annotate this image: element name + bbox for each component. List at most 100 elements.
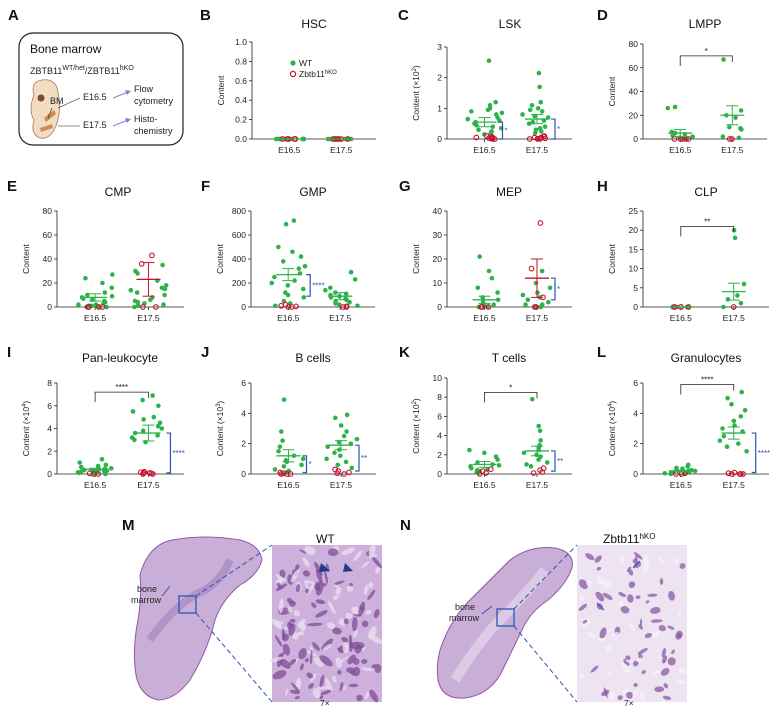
panel-b: B HSC 0.0 0.2 0.4 0.6 0.8 1.0 Content E16.5 E17.5 <box>200 7 376 155</box>
m-zoom-line-bottom <box>195 612 273 703</box>
tissue-cell <box>332 583 343 590</box>
y-axis-label-text: Content (×10 <box>21 407 31 457</box>
y-tick-label: 6 <box>633 378 638 388</box>
wt-point <box>467 447 472 453</box>
tissue-cell <box>303 580 314 584</box>
x-tick-label: E17.5 <box>526 313 548 323</box>
tissue-cell <box>361 658 368 664</box>
wt-point <box>538 438 543 443</box>
tissue-cell <box>578 603 587 611</box>
e165-label: E16.5 <box>83 92 107 102</box>
y-tick-label: 60 <box>43 230 53 240</box>
wt-point <box>157 420 163 426</box>
wt-point <box>720 426 725 431</box>
tissue-cell <box>304 546 316 555</box>
tissue-cell <box>302 557 310 568</box>
wt-point <box>685 464 690 469</box>
wt-point <box>721 433 727 439</box>
legend-ko-marker <box>289 70 297 78</box>
wt-point <box>668 471 674 477</box>
tissue-cell <box>585 553 595 561</box>
wt-point <box>281 397 287 402</box>
age-comparison-bracket <box>680 384 735 395</box>
chart-title: CLP <box>694 185 717 199</box>
wt-point <box>524 462 529 467</box>
y-axis-label-text: Content <box>216 75 226 105</box>
wt-point <box>325 444 330 450</box>
bm-pointer <box>47 107 53 119</box>
n-title-sup: hKO <box>639 532 655 541</box>
tissue-cell <box>345 612 353 619</box>
wt-point <box>354 436 360 442</box>
x-tick-label: E16.5 <box>473 480 495 490</box>
tissue-cell <box>349 641 365 650</box>
wt-point <box>325 136 331 142</box>
wt-point <box>525 297 531 303</box>
wt-point <box>520 112 525 117</box>
wt-point <box>128 287 134 293</box>
tissue-cell <box>679 563 686 569</box>
tissue-cell <box>274 634 283 648</box>
y-tick-label: 2 <box>241 439 246 449</box>
wt-point <box>285 292 291 298</box>
wt-point <box>328 285 333 291</box>
tissue-cell <box>326 622 336 629</box>
x-tick-label: E17.5 <box>330 145 352 155</box>
y-axis-label: Content (×104) <box>21 401 31 457</box>
wt-point <box>280 438 285 443</box>
ko-point <box>737 471 743 477</box>
tissue-cell <box>656 556 665 563</box>
tissue-cell <box>373 609 380 619</box>
tissue-cell <box>626 566 632 573</box>
tissue-cell <box>632 688 639 699</box>
wt-point <box>544 460 550 465</box>
tissue-cell <box>324 678 333 692</box>
wt-point <box>348 269 354 275</box>
age-comparison-bracket <box>680 225 735 237</box>
y-tick-label: 30 <box>433 230 443 240</box>
wt-point <box>132 304 137 310</box>
wt-point <box>474 122 479 128</box>
tissue-cell <box>652 670 662 675</box>
wt-point <box>335 462 341 468</box>
bracket-significance: **** <box>312 281 324 290</box>
y-tick-label: 0.2 <box>235 115 247 125</box>
wt-point <box>161 302 166 307</box>
wt-point <box>150 393 155 398</box>
tissue-cell <box>662 695 672 701</box>
wt-point <box>301 136 307 142</box>
tissue-cell <box>339 682 344 692</box>
tissue-cell <box>295 677 302 691</box>
tissue-cell <box>667 657 676 666</box>
tissue-cell <box>645 600 650 604</box>
tissue-cell <box>286 597 294 605</box>
wt-point <box>539 109 545 114</box>
wt-point <box>739 127 744 132</box>
m-marrow-core <box>146 558 234 643</box>
x-tick-label: E16.5 <box>670 480 692 490</box>
wt-point <box>283 221 289 227</box>
tissue-cell <box>275 579 283 584</box>
tissue-cell <box>315 580 324 596</box>
y-axis-label-text: Content (×10 <box>411 404 421 454</box>
wt-point <box>495 297 501 303</box>
tissue-cell <box>269 656 284 663</box>
tissue-cell <box>618 591 627 597</box>
tissue-cell <box>315 599 326 605</box>
wt-point <box>729 401 734 407</box>
wt-point <box>742 408 748 413</box>
y-tick-label: 40 <box>433 206 443 216</box>
y-tick-label: 20 <box>629 110 639 120</box>
tissue-cell <box>579 673 584 679</box>
ko-point <box>534 135 541 142</box>
tissue-cell <box>626 691 634 699</box>
wt-point <box>536 457 541 462</box>
tissue-cell <box>347 654 356 665</box>
wt-point <box>724 444 730 450</box>
embryo-bone-2 <box>40 124 53 132</box>
tissue-cell <box>294 695 300 700</box>
panel-label-b: B <box>200 7 211 24</box>
wt-vs-ko-bracket <box>551 450 556 472</box>
x-tick-label: E16.5 <box>277 313 299 323</box>
